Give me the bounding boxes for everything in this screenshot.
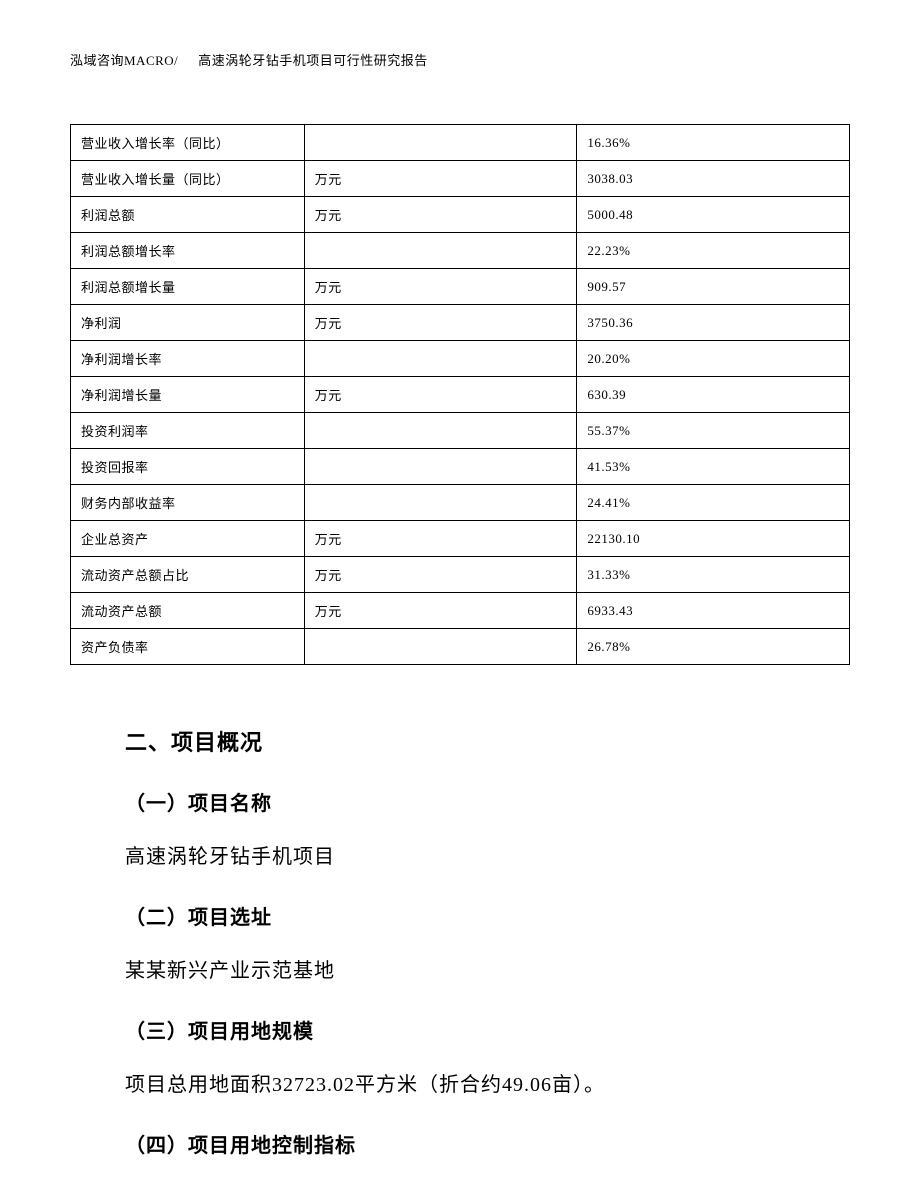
cell-unit [304, 413, 577, 449]
cell-label: 企业总资产 [71, 521, 305, 557]
cell-value: 3038.03 [577, 161, 850, 197]
cell-unit: 万元 [304, 161, 577, 197]
cell-unit: 万元 [304, 593, 577, 629]
body-text-3: 项目总用地面积32723.02平方米（折合约49.06亩）。 [125, 1069, 795, 1101]
cell-value: 3750.36 [577, 305, 850, 341]
cell-value: 55.37% [577, 413, 850, 449]
financial-table: 营业收入增长率（同比）16.36%营业收入增长量（同比）万元3038.03利润总… [70, 124, 850, 665]
cell-value: 6933.43 [577, 593, 850, 629]
cell-label: 净利润 [71, 305, 305, 341]
cell-label: 利润总额 [71, 197, 305, 233]
document-page: 泓域咨询MACRO/ 高速涡轮牙钻手机项目可行性研究报告 营业收入增长率（同比）… [0, 0, 920, 1191]
header-left: 泓域咨询MACRO/ [70, 50, 178, 69]
table-row: 净利润增长率 20.20% [71, 341, 850, 377]
cell-label: 投资回报率 [71, 449, 305, 485]
cell-unit: 万元 [304, 269, 577, 305]
cell-unit [304, 341, 577, 377]
cell-unit: 万元 [304, 197, 577, 233]
financial-table-body: 营业收入增长率（同比）16.36%营业收入增长量（同比）万元3038.03利润总… [71, 125, 850, 665]
content-body: 二、项目概况 （一）项目名称 高速涡轮牙钻手机项目 （二）项目选址 某某新兴产业… [70, 725, 850, 1158]
cell-label: 流动资产总额占比 [71, 557, 305, 593]
cell-label: 投资利润率 [71, 413, 305, 449]
cell-unit [304, 485, 577, 521]
table-row: 营业收入增长量（同比）万元3038.03 [71, 161, 850, 197]
subheading-2: （二）项目选址 [125, 901, 795, 930]
header-spacer [178, 50, 198, 69]
cell-unit [304, 629, 577, 665]
cell-unit [304, 449, 577, 485]
cell-value: 31.33% [577, 557, 850, 593]
cell-label: 净利润增长量 [71, 377, 305, 413]
body-text-1: 高速涡轮牙钻手机项目 [125, 841, 795, 873]
table-row: 流动资产总额万元6933.43 [71, 593, 850, 629]
page-header: 泓域咨询MACRO/ 高速涡轮牙钻手机项目可行性研究报告 [70, 50, 850, 69]
table-row: 利润总额增长量万元909.57 [71, 269, 850, 305]
cell-value: 630.39 [577, 377, 850, 413]
cell-value: 5000.48 [577, 197, 850, 233]
cell-label: 利润总额增长率 [71, 233, 305, 269]
cell-value: 20.20% [577, 341, 850, 377]
header-right: 高速涡轮牙钻手机项目可行性研究报告 [198, 50, 428, 69]
cell-label: 利润总额增长量 [71, 269, 305, 305]
cell-label: 流动资产总额 [71, 593, 305, 629]
cell-label: 资产负债率 [71, 629, 305, 665]
cell-value: 22130.10 [577, 521, 850, 557]
cell-label: 财务内部收益率 [71, 485, 305, 521]
table-row: 企业总资产万元22130.10 [71, 521, 850, 557]
table-row: 净利润增长量万元630.39 [71, 377, 850, 413]
cell-unit [304, 233, 577, 269]
cell-label: 营业收入增长量（同比） [71, 161, 305, 197]
cell-label: 净利润增长率 [71, 341, 305, 377]
cell-unit: 万元 [304, 305, 577, 341]
subheading-1: （一）项目名称 [125, 787, 795, 816]
subheading-3: （三）项目用地规模 [125, 1015, 795, 1044]
body-text-2: 某某新兴产业示范基地 [125, 955, 795, 987]
table-row: 流动资产总额占比万元31.33% [71, 557, 850, 593]
table-row: 投资回报率 41.53% [71, 449, 850, 485]
cell-value: 24.41% [577, 485, 850, 521]
table-row: 资产负债率 26.78% [71, 629, 850, 665]
cell-label: 营业收入增长率（同比） [71, 125, 305, 161]
table-row: 营业收入增长率（同比） 16.36% [71, 125, 850, 161]
table-row: 利润总额增长率 22.23% [71, 233, 850, 269]
cell-value: 909.57 [577, 269, 850, 305]
cell-value: 22.23% [577, 233, 850, 269]
table-row: 财务内部收益率 24.41% [71, 485, 850, 521]
table-row: 净利润万元3750.36 [71, 305, 850, 341]
subheading-4: （四）项目用地控制指标 [125, 1129, 795, 1158]
table-row: 投资利润率 55.37% [71, 413, 850, 449]
section-heading: 二、项目概况 [125, 725, 795, 757]
cell-value: 41.53% [577, 449, 850, 485]
cell-unit: 万元 [304, 521, 577, 557]
cell-unit [304, 125, 577, 161]
cell-unit: 万元 [304, 557, 577, 593]
table-row: 利润总额万元5000.48 [71, 197, 850, 233]
cell-value: 26.78% [577, 629, 850, 665]
cell-value: 16.36% [577, 125, 850, 161]
cell-unit: 万元 [304, 377, 577, 413]
